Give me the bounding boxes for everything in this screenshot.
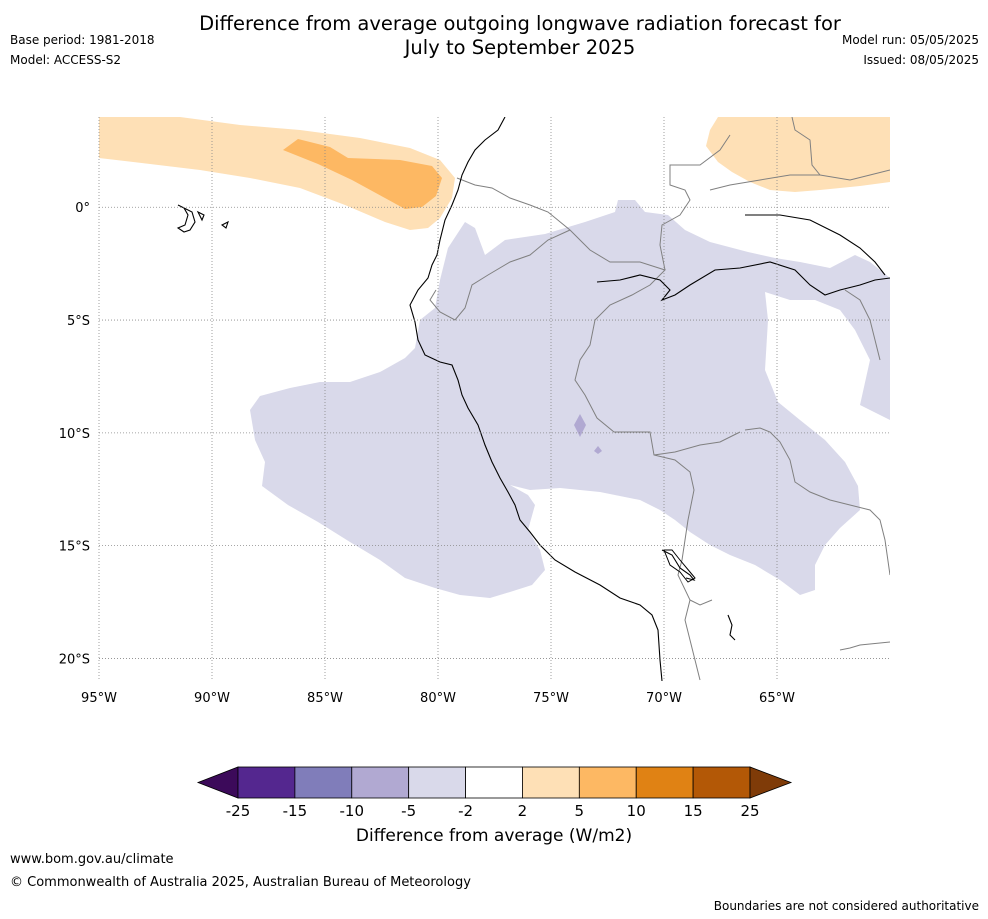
- anomaly-spot-negative-2: [594, 446, 602, 454]
- colorbar-bin: [692, 766, 751, 799]
- footer-disclaimer: Boundaries are not considered authoritat…: [713, 899, 979, 913]
- graticule: [98, 117, 890, 681]
- anomaly-region-positive-ne: [706, 117, 890, 192]
- colorbar-tick-label: 25: [740, 802, 759, 820]
- colorbar-bin: [237, 766, 296, 799]
- coastlines: [176, 117, 890, 681]
- colorbar-extend-high: [749, 766, 793, 799]
- colorbar-tick-label: 5: [575, 802, 585, 820]
- colorbar-bin: [635, 766, 694, 799]
- footer-url[interactable]: www.bom.gov.au/climate: [10, 852, 174, 867]
- colorbar-tick-label: -5: [401, 802, 416, 820]
- model-name: Model: ACCESS-S2: [10, 53, 122, 67]
- footer-copyright: © Commonwealth of Australia 2025, Austra…: [10, 875, 471, 890]
- map-title: Difference from average outgoing longwav…: [0, 12, 988, 60]
- title-line-1: Difference from average outgoing longwav…: [199, 12, 841, 35]
- anomaly-region-positive-nw: [99, 117, 455, 230]
- colorbar-bin: [465, 766, 523, 799]
- anomaly-spot-negative: [574, 414, 586, 437]
- lon-tick-label: 80°W: [420, 691, 456, 706]
- map-area: [99, 117, 890, 681]
- country-borders: [429, 117, 890, 681]
- lon-tick-label: 90°W: [194, 691, 230, 706]
- colorbar-bin: [408, 766, 466, 799]
- base-period: Base period: 1981-2018: [10, 33, 155, 47]
- colorbar-bin: [294, 766, 353, 799]
- colorbar-tick-label: 15: [684, 802, 703, 820]
- colorbar-extend-low: [196, 766, 239, 799]
- lon-tick-label: 65°W: [759, 691, 795, 706]
- colorbar-bin: [351, 766, 410, 799]
- lat-tick-label: 10°S: [59, 427, 90, 442]
- colorbar-label: Difference from average (W/m2): [355, 826, 633, 846]
- colorbar-bin: [522, 766, 580, 799]
- lake-titicaca: [663, 549, 696, 583]
- lat-tick-label: 5°S: [67, 314, 90, 329]
- model-run: Model run: 05/05/2025: [841, 33, 979, 47]
- title-line-2: July to September 2025: [404, 36, 636, 59]
- lon-tick-label: 75°W: [533, 691, 569, 706]
- lat-tick-label: 0°: [75, 201, 90, 216]
- colorbar-tick-label: 10: [627, 802, 646, 820]
- issued-date: Issued: 08/05/2025: [863, 53, 979, 67]
- colorbar-bin: [578, 766, 637, 799]
- lon-tick-label: 95°W: [81, 691, 117, 706]
- axis-tick-labels: 95°W 90°W 85°W 80°W 75°W 70°W 65°W 0° 5°S 10°S 15°…: [59, 201, 795, 706]
- anomaly-region-positive-nw-core: [283, 139, 442, 209]
- colorbar-tick-label: -25: [226, 802, 251, 820]
- lat-tick-label: 20°S: [59, 652, 90, 667]
- colorbar-tick-label: -15: [283, 802, 308, 820]
- colorbar: -25 -15 -10 -5 -2 2 5 10 15 25: [196, 766, 793, 820]
- meta-right: Model run: 05/05/2025 Issued: 08/05/2025: [842, 30, 979, 70]
- colorbar-tick-label: -2: [458, 802, 473, 820]
- colorbar-tick-label: -10: [340, 802, 365, 820]
- lon-tick-label: 85°W: [307, 691, 343, 706]
- meta-left: Base period: 1981-2018 Model: ACCESS-S2: [10, 30, 155, 70]
- lon-tick-label: 70°W: [646, 691, 682, 706]
- anomaly-region-negative: [250, 200, 890, 598]
- colorbar-tick-label: 2: [518, 802, 528, 820]
- lat-tick-label: 15°S: [59, 540, 90, 555]
